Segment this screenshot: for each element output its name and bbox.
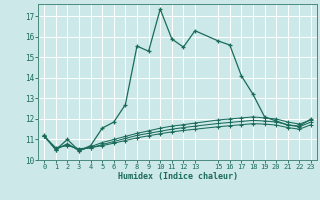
X-axis label: Humidex (Indice chaleur): Humidex (Indice chaleur) [118,172,238,181]
